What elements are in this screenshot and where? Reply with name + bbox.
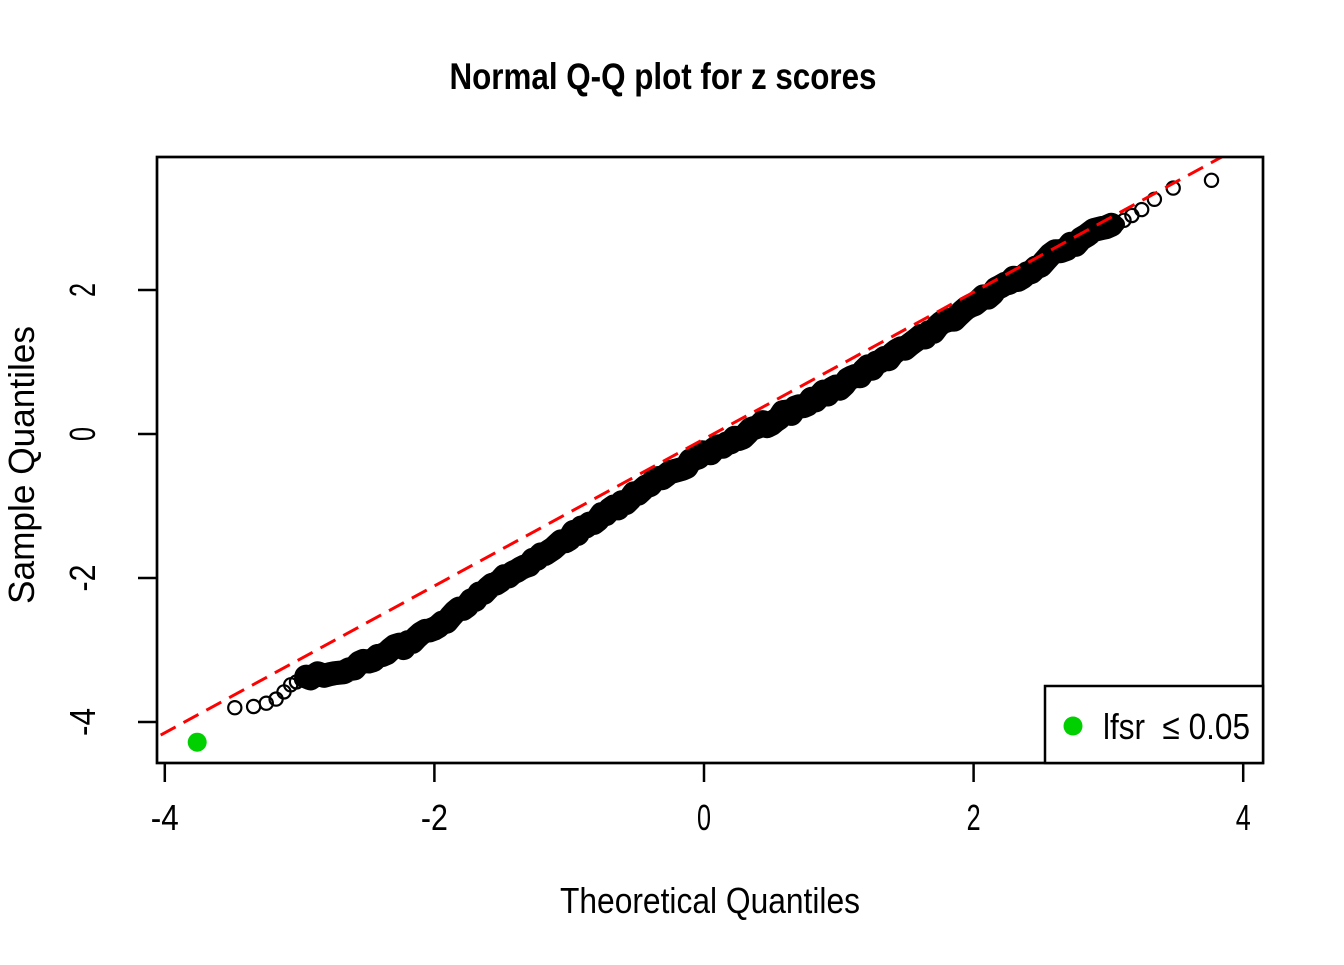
- x-tick-label: -2: [421, 797, 448, 838]
- qq-points-layer: [187, 172, 1220, 752]
- reference-line-layer: [157, 157, 1225, 739]
- legend: lfsr ≤ 0.05: [1043, 684, 1265, 765]
- y-axis: 2 0 -2 -4 Sample Quantiles: [1, 283, 157, 736]
- qq-point: [298, 669, 314, 686]
- highlight-point: [187, 732, 207, 752]
- y-axis-title: Sample Quantiles: [1, 326, 42, 604]
- qq-point: [258, 695, 274, 711]
- qq-reference-line: [157, 157, 1225, 739]
- qq-points-band: [294, 212, 1124, 691]
- x-tick-label: -4: [151, 797, 179, 838]
- qq-point: [306, 668, 322, 685]
- qq-point: [1116, 212, 1132, 228]
- x-tick-label: 2: [967, 797, 981, 838]
- x-axis-title: Theoretical Quantiles: [560, 880, 860, 921]
- y-tick-label: 2: [62, 283, 103, 297]
- qq-point: [1203, 172, 1220, 188]
- qq-point: [1133, 201, 1150, 218]
- plot-box: [155, 155, 1265, 765]
- legend-label: lfsr ≤ 0.05: [1103, 706, 1250, 747]
- qq-point: [1103, 217, 1120, 234]
- x-tick-label: 0: [697, 797, 711, 838]
- qq-point: [227, 700, 243, 716]
- y-tick-label: -4: [62, 708, 103, 736]
- y-tick-label: 0: [62, 427, 103, 441]
- legend-marker-dot: [1063, 716, 1083, 736]
- x-axis: -4 -2 0 2 4 Theoretical Quantiles: [151, 763, 1251, 921]
- chart-title: Normal Q-Q plot for z scores: [450, 56, 877, 97]
- y-tick-label: -2: [62, 565, 103, 592]
- x-tick-label: 4: [1236, 797, 1251, 838]
